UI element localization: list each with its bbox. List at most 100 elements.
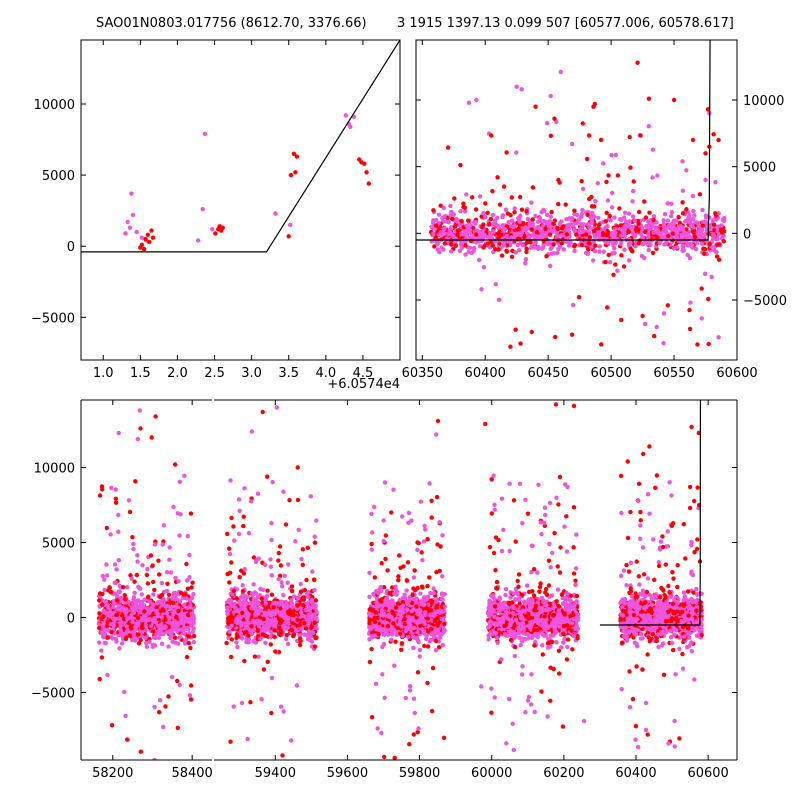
panel3-point <box>249 624 254 629</box>
panel3-point <box>147 610 152 616</box>
panel2-point <box>479 287 484 292</box>
panel3-point <box>116 529 121 534</box>
panel2-point <box>688 235 693 240</box>
panel3-point <box>137 586 143 591</box>
panel2-point <box>514 84 519 89</box>
panel3-point <box>122 631 128 636</box>
panel3-point <box>153 414 158 419</box>
panel2-point <box>622 210 628 215</box>
panel2-point <box>639 231 644 237</box>
panel2-point <box>488 216 494 222</box>
panel3-point <box>234 596 239 601</box>
panel2-point <box>481 211 486 216</box>
panel3-point <box>246 633 251 638</box>
panel3-point <box>169 674 175 680</box>
panel2-point <box>483 215 488 220</box>
panel2-point <box>512 210 517 215</box>
panel2-point <box>713 211 718 216</box>
panel3-point <box>145 594 151 600</box>
panel3-point <box>135 623 140 628</box>
panel2-xtick-label: 60600 <box>716 366 757 381</box>
panel2-point <box>664 239 669 245</box>
panel3-point <box>268 564 274 569</box>
panel2-point <box>707 241 712 247</box>
panel2-point <box>623 219 629 224</box>
panel2-point <box>530 185 536 190</box>
panel2-point <box>499 232 504 237</box>
panel3-point <box>241 514 246 519</box>
panel2-point <box>555 250 560 256</box>
panel3-point <box>283 620 288 626</box>
panel1-point <box>202 131 208 137</box>
panel3-point <box>291 612 296 618</box>
panel3-point <box>378 585 383 590</box>
panel1-point <box>291 151 297 156</box>
left-panel-title: SAO01N0803.017756 (8612.70, 3376.66) <box>96 16 367 31</box>
panel2-point <box>610 190 615 196</box>
panel2-point <box>592 249 598 254</box>
panel1-x-offset: +6.0574e4 <box>327 377 400 392</box>
panel3-point <box>231 610 236 615</box>
panel2-point <box>503 207 509 212</box>
panel2-point <box>618 241 623 247</box>
panel2-point <box>554 234 560 239</box>
panel3-point <box>122 689 127 695</box>
panel2-point <box>703 151 708 156</box>
panel2-point <box>433 234 438 240</box>
panel2-point <box>537 234 542 239</box>
panel2-point <box>705 107 711 112</box>
panel2-xtick-label: 60500 <box>590 366 631 381</box>
panel2-point <box>576 218 581 223</box>
panel3-point <box>185 612 191 618</box>
panel3-point <box>309 612 315 617</box>
panel2-point <box>686 210 691 215</box>
panel2-point <box>500 214 505 220</box>
panel2-point <box>688 224 694 229</box>
panel3-point <box>284 632 289 638</box>
panel2-point <box>556 201 561 207</box>
panel2-point <box>623 223 628 228</box>
panel2-point <box>533 213 538 219</box>
panel3-point <box>242 486 247 491</box>
panel1-point <box>293 170 298 175</box>
panel3-point <box>428 590 433 596</box>
panel2-point <box>680 200 685 205</box>
panel3-point <box>272 628 277 633</box>
panel3-plot-segment <box>224 400 704 760</box>
panel3-point <box>147 616 152 622</box>
panel3-point <box>236 497 242 502</box>
panel3-point <box>188 645 193 651</box>
panel3-point <box>106 588 111 593</box>
panel3-point <box>126 615 131 621</box>
panel2-point <box>662 223 667 229</box>
panel2-point <box>636 209 642 215</box>
panel3-point <box>142 609 147 614</box>
panel2-point <box>631 188 636 194</box>
panel3-point <box>224 605 230 610</box>
panel3-point <box>272 634 277 639</box>
panel3-point <box>139 630 145 635</box>
panel3-point <box>109 630 114 635</box>
panel3-point <box>163 617 168 622</box>
panel3-point <box>261 667 267 672</box>
panel2-point <box>552 116 557 121</box>
panel2-point <box>709 274 714 280</box>
panel3-point <box>164 570 170 575</box>
panel3-point <box>243 601 249 606</box>
panel2-point <box>515 236 520 242</box>
panel2-point <box>679 235 685 240</box>
panel3-point <box>244 629 249 635</box>
panel3-point <box>237 574 242 580</box>
panel2-point <box>533 104 538 109</box>
panel2-point <box>713 180 718 185</box>
panel2-point <box>699 316 704 321</box>
panel3-point <box>161 523 166 528</box>
panel2-point <box>548 214 553 219</box>
panel2-point <box>500 223 505 228</box>
panel3-point <box>175 605 181 610</box>
panel2-point <box>481 265 487 270</box>
panel3-point <box>226 617 232 622</box>
panel3-point <box>101 622 106 627</box>
panel3-point <box>101 608 106 613</box>
panel3-point <box>240 601 245 606</box>
